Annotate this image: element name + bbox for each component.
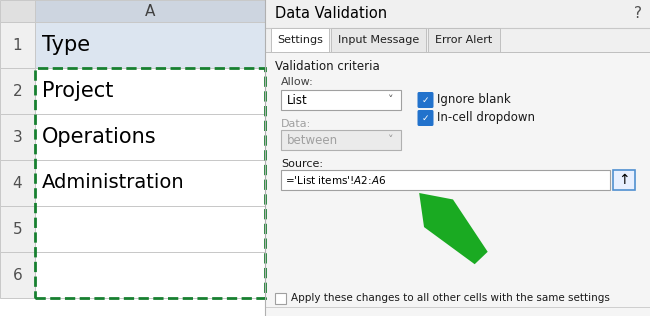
Text: 2: 2 (13, 83, 22, 99)
Bar (265, 0, 650, 28)
Text: ='List items'!$A$2:$A$6: ='List items'!$A$2:$A$6 (285, 174, 386, 186)
Text: Source:: Source: (281, 159, 323, 169)
Bar (281, 90, 401, 110)
Text: ?: ? (634, 7, 642, 21)
Bar (613, 170, 635, 190)
Bar (35, 252, 265, 298)
Bar (35, 0, 265, 22)
Bar (271, 28, 329, 52)
FancyBboxPatch shape (417, 92, 434, 108)
Bar (0, 22, 35, 68)
Bar (428, 28, 500, 52)
Text: A: A (145, 3, 155, 19)
Text: List: List (287, 94, 307, 106)
Bar (35, 68, 265, 298)
Text: Apply these changes to all other cells with the same settings: Apply these changes to all other cells w… (291, 293, 610, 303)
Bar (35, 68, 265, 114)
Text: 6: 6 (12, 268, 22, 283)
Text: Data:: Data: (281, 119, 311, 129)
Bar (35, 114, 265, 160)
Bar (35, 22, 265, 68)
Text: 4: 4 (13, 175, 22, 191)
Bar (0, 114, 35, 160)
Text: ↑: ↑ (618, 173, 630, 187)
Bar (275, 293, 286, 303)
Bar (35, 206, 265, 252)
Text: ˅: ˅ (388, 95, 394, 105)
Bar (0, 0, 35, 22)
Bar (281, 170, 610, 190)
Text: 1: 1 (13, 38, 22, 52)
Bar (35, 160, 265, 206)
Text: Error Alert: Error Alert (436, 35, 493, 45)
Text: Settings: Settings (277, 35, 323, 45)
Text: Ignore blank: Ignore blank (437, 94, 511, 106)
Bar (265, 52, 650, 316)
Bar (0, 206, 35, 252)
Bar (0, 68, 35, 114)
Text: 5: 5 (13, 222, 22, 236)
Text: ✓: ✓ (422, 95, 429, 105)
Text: Data Validation: Data Validation (275, 7, 387, 21)
Bar (0, 252, 35, 298)
Text: 3: 3 (12, 130, 22, 144)
Bar (0, 0, 265, 316)
Text: In-cell dropdown: In-cell dropdown (437, 112, 535, 125)
Bar (331, 28, 426, 52)
Text: Allow:: Allow: (281, 77, 314, 87)
Text: ˅: ˅ (388, 135, 394, 145)
Text: Type: Type (42, 35, 90, 55)
FancyBboxPatch shape (417, 110, 434, 126)
Text: Operations: Operations (42, 127, 157, 147)
Text: Input Message: Input Message (338, 35, 419, 45)
Polygon shape (419, 193, 488, 264)
Text: between: between (287, 133, 338, 147)
Text: Administration: Administration (42, 173, 185, 192)
Text: Project: Project (42, 81, 113, 101)
Text: ✓: ✓ (422, 113, 429, 123)
Text: Validation criteria: Validation criteria (275, 59, 380, 72)
Bar (265, 0, 650, 316)
Bar (0, 160, 35, 206)
Bar (281, 130, 401, 150)
